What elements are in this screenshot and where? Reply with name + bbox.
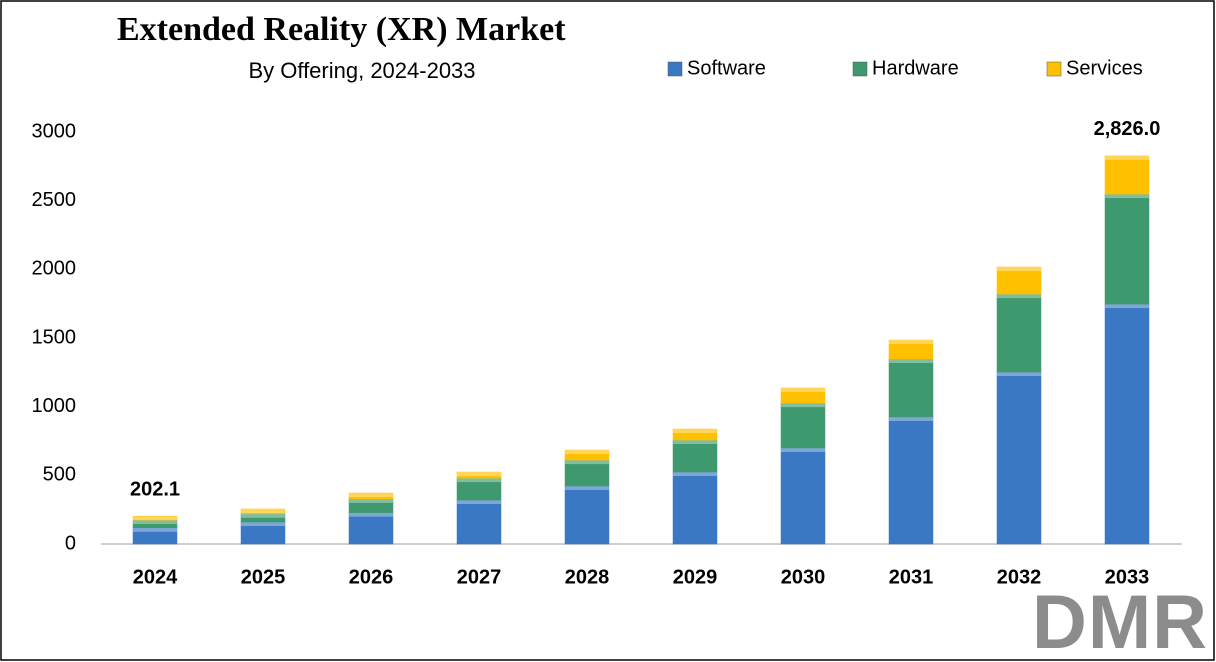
bar-edge: [457, 472, 501, 477]
bar-edge: [457, 478, 501, 483]
x-tick-label: 2033: [1105, 566, 1150, 588]
x-tick-label: 2025: [241, 566, 286, 588]
bar-shade: [565, 460, 609, 487]
bar-edge: [241, 508, 285, 513]
bar-shade: [241, 522, 285, 544]
bar-edge: [997, 372, 1041, 377]
bar-edge: [889, 359, 933, 364]
legend-label: Hardware: [872, 57, 959, 79]
bar-edge: [673, 472, 717, 477]
legend-swatch: [1046, 61, 1062, 77]
bar-shade: [349, 493, 393, 499]
bar-shade: [997, 372, 1041, 544]
total-label: 202.1: [130, 479, 180, 501]
bar-shade: [241, 513, 285, 523]
bar-edge: [349, 493, 393, 498]
bar-shade: [889, 340, 933, 360]
bar-shade: [781, 448, 825, 544]
bar-edge: [133, 527, 177, 532]
bar-shade: [997, 294, 1041, 373]
bar-shade: [349, 498, 393, 513]
y-tick-label: 3000: [32, 120, 77, 142]
logo: DMR: [1032, 580, 1207, 662]
x-tick-label: 2030: [781, 566, 826, 588]
bar-shade: [1105, 194, 1149, 305]
x-tick-label: 2027: [457, 566, 502, 588]
legend-label: Software: [687, 57, 766, 79]
bar-edge: [565, 460, 609, 465]
bar-edge: [241, 522, 285, 527]
bar-shade: [133, 527, 177, 544]
bar-edge: [997, 266, 1041, 271]
bar-edge: [997, 294, 1041, 299]
bar-shade: [889, 416, 933, 544]
bar-shade: [133, 516, 177, 521]
bar-shade: [889, 359, 933, 417]
y-tick-label: 2000: [32, 258, 77, 280]
bar-edge: [781, 387, 825, 392]
bar-shade: [781, 403, 825, 449]
y-tick-label: 1000: [32, 395, 77, 417]
bar-shade: [457, 472, 501, 479]
bar-shade: [997, 266, 1041, 295]
x-tick-label: 2028: [565, 566, 610, 588]
bar-edge: [457, 500, 501, 505]
bar-shade: [565, 486, 609, 544]
bar-edge: [349, 512, 393, 517]
bar-edge: [349, 498, 393, 503]
legend-label: Services: [1066, 57, 1143, 79]
bar-edge: [565, 486, 609, 491]
bar-edge: [241, 513, 285, 518]
bar-shade: [1105, 304, 1149, 544]
x-tick-label: 2024: [133, 566, 178, 588]
bar-shade: [457, 500, 501, 544]
chart-subtitle: By Offering, 2024-2033: [248, 58, 475, 83]
bar-shade: [349, 512, 393, 544]
y-tick-label: 500: [43, 464, 76, 486]
bar-edge: [1105, 304, 1149, 309]
bar-edge: [565, 450, 609, 455]
x-tick-label: 2031: [889, 566, 934, 588]
bar-edge: [133, 520, 177, 525]
legend-swatch: [852, 61, 868, 77]
x-tick-label: 2026: [349, 566, 394, 588]
bar-edge: [1105, 155, 1149, 160]
bar-edge: [781, 448, 825, 453]
x-tick-label: 2029: [673, 566, 718, 588]
bar-edge: [1105, 194, 1149, 199]
x-tick-label: 2032: [997, 566, 1042, 588]
bar-shade: [673, 472, 717, 544]
bar-shade: [1105, 155, 1149, 195]
bar-edge: [781, 403, 825, 408]
legend-swatch: [667, 61, 683, 77]
y-tick-label: 2500: [32, 189, 77, 211]
bar-shade: [565, 450, 609, 461]
bar-shade: [457, 478, 501, 501]
bar-shade: [673, 429, 717, 441]
chart-title: Extended Reality (XR) Market: [117, 11, 566, 48]
y-tick-label: 0: [65, 532, 76, 554]
bar-shade: [673, 440, 717, 473]
y-tick-label: 1500: [32, 326, 77, 348]
bar-edge: [889, 416, 933, 421]
bar-edge: [673, 440, 717, 445]
bar-shade: [133, 520, 177, 528]
bar-edge: [889, 340, 933, 345]
bar-shade: [781, 387, 825, 404]
bar-shade: [241, 508, 285, 514]
bar-edge: [133, 516, 177, 521]
logo-text: DMR: [1032, 580, 1207, 662]
bar-edge: [673, 429, 717, 434]
total-label: 2,826.0: [1094, 118, 1161, 140]
